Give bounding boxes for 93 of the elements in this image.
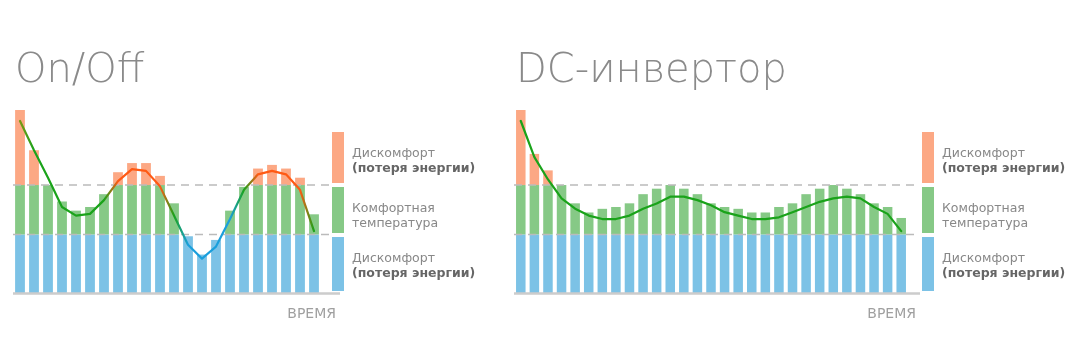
bar (57, 234, 67, 293)
text: Дискомфорт (потеря энергии) (352, 145, 476, 175)
bar (15, 234, 25, 293)
bar (747, 212, 757, 235)
bar (267, 185, 277, 235)
bar (624, 234, 635, 293)
bar (543, 185, 553, 235)
bar (281, 185, 291, 235)
bar (43, 185, 53, 235)
bar (679, 234, 689, 293)
bar (141, 185, 151, 235)
bar (651, 234, 662, 293)
text: Дискомфорт (потеря энергии) (942, 250, 1066, 280)
bar (747, 234, 757, 293)
bar (869, 203, 879, 235)
text: Комфортная температура (942, 200, 1029, 230)
bar (155, 185, 165, 235)
x-axis-title: ВРЕМЯ (287, 305, 336, 321)
bar (71, 234, 81, 293)
bar (295, 234, 305, 293)
bar (529, 185, 540, 235)
bar (787, 234, 798, 293)
bar (267, 234, 277, 293)
bar (733, 208, 743, 235)
bar (842, 188, 852, 235)
bar (253, 185, 263, 235)
bar (706, 234, 716, 293)
bar (774, 234, 784, 293)
bar (814, 234, 825, 293)
bar (679, 188, 689, 235)
bar (583, 234, 594, 293)
bar (155, 234, 165, 293)
chart-title: On/Off (15, 45, 145, 91)
bar (141, 234, 151, 293)
bar (29, 185, 39, 235)
bar (801, 234, 811, 293)
bar (183, 236, 193, 293)
bar (638, 194, 648, 235)
bar (85, 234, 95, 293)
bar (828, 234, 839, 293)
bar (15, 185, 25, 235)
text: Дискомфорт (потеря энергии) (352, 250, 476, 280)
bar (29, 150, 39, 186)
bar (801, 194, 811, 235)
bar (15, 110, 25, 186)
bar (692, 234, 703, 293)
bar (253, 234, 263, 293)
bar (225, 234, 235, 293)
bar (665, 234, 675, 293)
bar (516, 185, 526, 235)
bar (855, 234, 866, 293)
text: Комфортная температура (352, 200, 439, 230)
text: Дискомфорт (потеря энергии) (942, 145, 1066, 175)
bar (611, 234, 621, 293)
bar (597, 234, 608, 293)
x-axis-title: ВРЕМЯ (867, 305, 916, 321)
bar (760, 234, 771, 293)
bar (127, 234, 137, 293)
bar (774, 206, 784, 235)
bar (43, 234, 53, 293)
bar (85, 206, 95, 235)
bar (211, 239, 221, 293)
bar (529, 234, 540, 293)
bar (99, 194, 109, 235)
bar (638, 234, 648, 293)
bar (882, 234, 893, 293)
bar (57, 201, 67, 235)
bar (706, 203, 716, 235)
bar (733, 234, 743, 293)
bar (842, 234, 852, 293)
bar (719, 234, 730, 293)
bar (127, 185, 137, 235)
bar (896, 234, 906, 293)
bar (516, 110, 526, 186)
bar (99, 234, 109, 293)
bar (611, 206, 621, 235)
bar (197, 254, 207, 293)
bar (29, 234, 39, 293)
bar (239, 234, 249, 293)
bar (570, 203, 580, 235)
bar (570, 234, 580, 293)
bar (665, 185, 675, 235)
chart-title: DC-инвертор (516, 45, 787, 91)
bar (516, 234, 526, 293)
bar (113, 234, 123, 293)
bar (543, 234, 553, 293)
bar (281, 234, 291, 293)
bar (869, 234, 879, 293)
bar (169, 234, 179, 293)
bar (113, 185, 123, 235)
bar (239, 186, 249, 235)
bar (556, 234, 567, 293)
bar (309, 234, 319, 293)
